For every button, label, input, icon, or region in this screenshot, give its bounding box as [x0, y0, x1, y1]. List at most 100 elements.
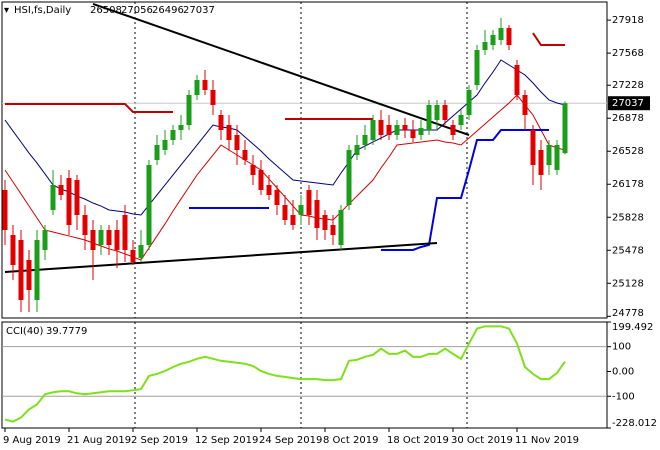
y-tick-label: 26528: [612, 146, 644, 157]
candle-body: [506, 28, 512, 46]
x-tick-label: 21 Aug 2019: [67, 435, 131, 446]
x-tick-label: 18 Oct 2019: [387, 435, 449, 446]
candle-body: [226, 125, 232, 141]
candle-body: [482, 41, 488, 51]
cci-line: [4, 325, 566, 423]
last-price-label: 27037: [612, 98, 644, 109]
candle-body: [122, 214, 128, 250]
cci-panel: [1, 321, 608, 429]
candle-body: [114, 229, 120, 250]
candle-body: [410, 130, 416, 139]
candle-body: [218, 115, 224, 131]
ohlc-high: 27056: [121, 5, 153, 16]
candle-body: [434, 105, 440, 121]
candle-body: [458, 115, 464, 126]
candle-body: [162, 140, 168, 151]
candle-body: [66, 178, 72, 225]
y-tick-label: 0.00: [612, 366, 634, 377]
trend-line: [4, 242, 438, 273]
x-tick-label: 8 Oct 2019: [323, 435, 378, 446]
x-tick-label: 9 Aug 2019: [3, 435, 61, 446]
y-tick-label: 100: [612, 342, 631, 353]
price-panel: [1, 1, 608, 319]
y-tick-label: -100: [612, 391, 635, 402]
candle-body: [98, 229, 104, 245]
candle-body: [562, 103, 568, 154]
candle-body: [146, 164, 152, 245]
candle-body: [314, 199, 320, 229]
candle-body: [130, 249, 136, 262]
candle-body: [466, 90, 472, 116]
candle-body: [138, 244, 144, 259]
candle-body: [178, 125, 184, 131]
candle-body: [370, 120, 376, 141]
candle-body: [154, 145, 160, 160]
moving-average: [4, 59, 566, 216]
candle-body: [386, 125, 392, 136]
trend-line: [92, 2, 470, 136]
chart-title: HSI,fs,Daily: [14, 5, 71, 16]
candle-body: [418, 128, 424, 136]
x-tick-label: 11 Nov 2019: [515, 435, 579, 446]
y-tick-label: 25478: [612, 245, 644, 256]
candle-body: [442, 105, 448, 121]
candle-body: [530, 130, 536, 165]
candle-body: [450, 125, 456, 136]
candle-body: [258, 169, 264, 190]
candle-body: [362, 135, 368, 146]
y-tick-label: 26878: [612, 113, 644, 124]
x-tick-label: 2 Sep 2019: [131, 435, 188, 446]
candle-body: [378, 120, 384, 136]
candle-body: [266, 184, 272, 195]
ohlc-low: 26496: [152, 5, 184, 16]
stop-line: [189, 129, 549, 251]
candle-body: [514, 65, 520, 96]
candle-body: [282, 204, 288, 220]
candle-body: [10, 234, 16, 265]
candle-body: [338, 209, 344, 245]
y-tick-label: 27568: [612, 48, 644, 59]
candle-body: [402, 125, 408, 131]
candle-body: [274, 189, 280, 205]
y-tick-label: -228.012: [612, 418, 657, 429]
candle-body: [106, 229, 112, 245]
candle-body: [394, 125, 400, 136]
candle-body: [498, 28, 504, 41]
candle-body: [58, 184, 64, 195]
y-tick-label: 24778: [612, 308, 644, 319]
x-tick-label: 12 Sep 2019: [195, 435, 258, 446]
candle-body: [522, 95, 528, 116]
candle-body: [290, 214, 296, 225]
candle-body: [330, 224, 336, 235]
candle-body: [234, 135, 240, 151]
symbol-icon: ▾: [4, 5, 9, 16]
y-tick-label: 27228: [612, 80, 644, 91]
y-tick-label: 25828: [612, 212, 644, 223]
candle-body: [42, 229, 48, 250]
x-tick-label: 24 Sep 2019: [259, 435, 322, 446]
candle-body: [538, 150, 544, 175]
candle-body: [18, 239, 24, 300]
candle-body: [194, 80, 200, 96]
stop-line: [5, 32, 565, 120]
candle-body: [2, 189, 8, 230]
candle-body: [34, 239, 40, 300]
candle-body: [554, 145, 560, 170]
candle-body: [82, 214, 88, 235]
candle-body: [306, 189, 312, 215]
candle-body: [546, 145, 552, 165]
candle-body: [426, 105, 432, 131]
x-tick-label: 30 Oct 2019: [451, 435, 513, 446]
candle-body: [186, 95, 192, 126]
candle-body: [50, 184, 56, 210]
ohlc-close: 27037: [183, 5, 215, 16]
candle-body: [202, 80, 208, 91]
candle-body: [170, 130, 176, 141]
cci-title: CCI(40): [6, 326, 44, 337]
candle-body: [26, 259, 32, 290]
candle-body: [354, 145, 360, 156]
candle-body: [298, 204, 304, 215]
y-tick-label: 26178: [612, 179, 644, 190]
